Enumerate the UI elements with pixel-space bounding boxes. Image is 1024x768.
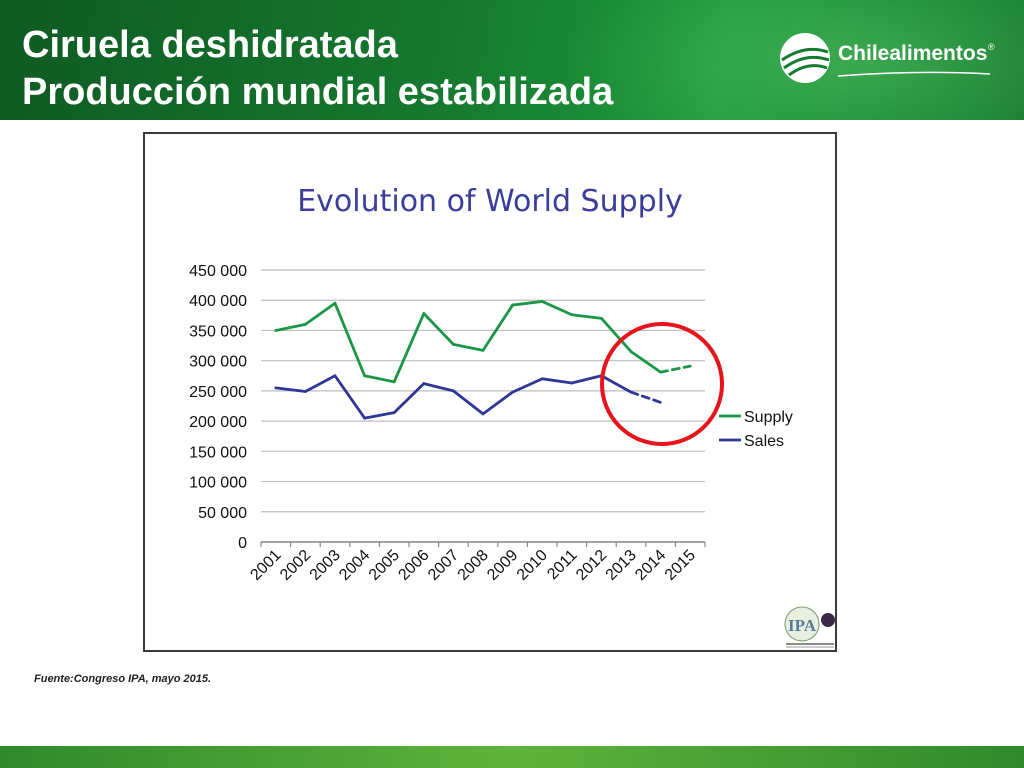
x-tick-label: 2008 [455, 547, 492, 584]
x-tick-label: 2010 [514, 547, 551, 584]
series-supply-segment [333, 301, 367, 378]
series-sales-segment [274, 386, 307, 393]
series-supply-segment [422, 312, 455, 346]
legend-label-supply: Supply [744, 409, 793, 426]
series-sales-segment [511, 377, 544, 394]
series-supply-segment [511, 300, 544, 307]
x-tick-label: 2003 [307, 547, 344, 584]
series-supply-segment [481, 303, 515, 352]
x-tick-label: 2007 [425, 547, 462, 584]
series-supply-segment [392, 312, 426, 384]
x-tick-label: 2006 [395, 547, 432, 584]
series-supply-segment [303, 301, 337, 326]
series-sales-segment [333, 374, 367, 420]
series-sales-segment [363, 411, 396, 420]
y-axis-ticks: 0 50 000 100 000 150 000 200 000 250 000 300 0… [189, 263, 247, 552]
x-tick-label: 2004 [336, 547, 373, 584]
y-tick-label: 150 000 [189, 444, 247, 461]
chart-frame: Evolution of World Supply 0 50 000 100 000… [143, 132, 837, 652]
slide-title: Ciruela deshidratada Producción mundial … [22, 22, 613, 116]
y-tick-label: 50 000 [198, 505, 247, 522]
chart-legend: Supply Sales [719, 409, 793, 450]
x-tick-label: 2001 [247, 547, 284, 584]
source-note: Fuente:Congreso IPA, mayo 2015. [34, 673, 212, 685]
logo-text: Chilealimentos [838, 42, 988, 65]
chart-series-lines [274, 300, 692, 420]
chilealimentos-logo-icon [780, 33, 991, 83]
slide-header: Ciruela deshidratada Producción mundial … [0, 0, 1024, 120]
y-tick-label: 0 [238, 535, 247, 552]
ipa-logo-text: IPA [788, 616, 817, 635]
series-sales-segment [481, 390, 515, 416]
x-tick-label: 2011 [544, 547, 580, 583]
x-tick-label: 2002 [277, 547, 314, 584]
x-axis-ticks: 2001200220032004200520062007200820092010… [247, 547, 699, 584]
y-tick-label: 400 000 [189, 293, 247, 310]
series-supply-segment [363, 374, 396, 384]
legend-label-sales: Sales [744, 433, 784, 450]
y-tick-label: 450 000 [189, 263, 247, 280]
series-sales-segment [392, 382, 426, 415]
x-tick-label: 2005 [366, 547, 403, 584]
series-sales-segment [422, 382, 455, 393]
x-tick-label: 2012 [573, 547, 610, 584]
ipa-logo-icon: IPA [784, 606, 835, 648]
series-supply-segment [659, 364, 692, 374]
x-tick-label: 2009 [484, 547, 521, 584]
y-tick-label: 250 000 [189, 384, 247, 401]
series-supply-segment [629, 350, 662, 374]
footer-bar [0, 746, 1024, 768]
series-supply-segment [451, 342, 485, 352]
series-sales-segment [540, 377, 574, 385]
series-sales-segment [629, 390, 662, 404]
series-sales-segment [451, 389, 485, 416]
y-tick-label: 100 000 [189, 475, 247, 492]
x-tick-label: 2014 [632, 547, 669, 584]
series-supply-segment [274, 322, 307, 332]
x-tick-label: 2013 [603, 547, 640, 584]
title-line-2: Producción mundial estabilizada [22, 71, 614, 113]
series-sales-segment [570, 374, 603, 385]
y-tick-label: 300 000 [189, 354, 247, 371]
series-sales-segment [303, 374, 337, 393]
title-line-1: Ciruela deshidratada [22, 24, 398, 66]
series-supply-segment [540, 300, 574, 317]
highlight-circle [600, 322, 724, 446]
logo-registered-mark: ® [988, 42, 995, 52]
series-sales-segment [599, 374, 633, 394]
y-tick-label: 200 000 [189, 414, 247, 431]
chart-gridlines [260, 269, 706, 547]
y-tick-label: 350 000 [189, 323, 247, 340]
x-tick-label: 2015 [662, 547, 699, 584]
chart-title: Evolution of World Supply [297, 184, 683, 219]
series-supply-segment [570, 313, 603, 320]
supply-chart: Evolution of World Supply 0 50 000 100 000… [189, 184, 793, 584]
series-supply-segment [599, 316, 633, 354]
